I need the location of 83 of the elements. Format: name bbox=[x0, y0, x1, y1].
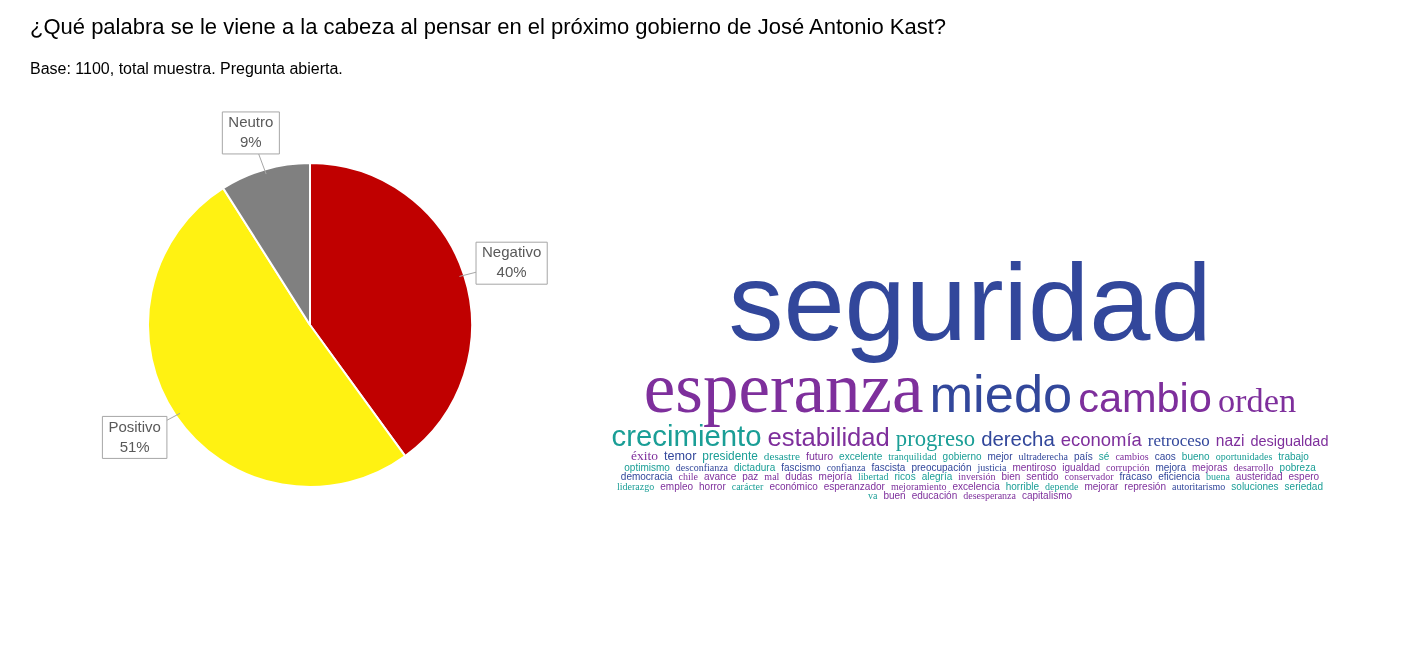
text: ricos bbox=[894, 471, 916, 483]
text: justicia bbox=[977, 461, 1007, 473]
text: mejoría bbox=[818, 471, 852, 483]
text: gobierno bbox=[942, 450, 982, 462]
text: carácter bbox=[731, 480, 764, 492]
text: autoritarismo bbox=[1172, 480, 1226, 492]
data-label: 9% bbox=[240, 133, 262, 151]
text: nazi bbox=[1215, 432, 1245, 450]
text: democracia bbox=[620, 471, 673, 483]
text: economía bbox=[1060, 429, 1142, 451]
text: paz bbox=[742, 471, 759, 483]
text: retroceso bbox=[1147, 431, 1210, 451]
text: temor bbox=[664, 448, 697, 463]
text: pobreza bbox=[1279, 461, 1316, 473]
text: desconfianza bbox=[675, 461, 729, 473]
slice-label: Neutro bbox=[228, 113, 274, 131]
text: sé bbox=[1098, 450, 1110, 462]
text: represión bbox=[1124, 480, 1166, 492]
text: mejora bbox=[1155, 461, 1186, 473]
text: soluciones bbox=[1231, 480, 1279, 492]
text: mal bbox=[764, 471, 780, 483]
text: futuro bbox=[805, 449, 834, 462]
text: espero bbox=[1288, 471, 1320, 483]
text: éxito bbox=[631, 447, 659, 463]
text: avance bbox=[704, 471, 737, 483]
text: eficiencia bbox=[1158, 471, 1200, 483]
text: bueno bbox=[1181, 450, 1210, 462]
text: horrible bbox=[1005, 480, 1040, 492]
text: desesperanza bbox=[963, 490, 1016, 502]
text: libertad bbox=[857, 471, 889, 483]
slice-label: Positivo bbox=[108, 417, 161, 435]
slice-label: Negativo bbox=[482, 243, 542, 261]
text: austeridad bbox=[1235, 471, 1283, 483]
text: buen bbox=[883, 490, 906, 502]
text: empleo bbox=[660, 480, 694, 492]
text: alegría bbox=[921, 471, 953, 483]
text: estabilidad bbox=[767, 423, 890, 452]
text: ultraderecha bbox=[1018, 450, 1068, 462]
text: corrupción bbox=[1106, 461, 1150, 473]
text: miedo bbox=[929, 364, 1073, 423]
text: presidente bbox=[702, 448, 758, 463]
text: depende bbox=[1045, 480, 1079, 492]
text: va bbox=[867, 490, 878, 502]
text: país bbox=[1073, 450, 1093, 462]
text: fracaso bbox=[1119, 471, 1153, 483]
text: tranquilidad bbox=[888, 450, 937, 462]
text: excelencia bbox=[952, 480, 1000, 492]
text: progreso bbox=[895, 426, 976, 452]
text: sentido bbox=[1026, 471, 1059, 483]
text: liderazgo bbox=[617, 480, 655, 492]
text: derecha bbox=[981, 428, 1055, 451]
chart-title: ¿Qué palabra se le viene a la cabeza al pensar en el próximo gobierno de José Antonio Kast? bbox=[30, 14, 947, 40]
text: fascismo bbox=[781, 461, 821, 473]
text: capitalismo bbox=[1022, 490, 1073, 502]
chart-subtitle: Base: 1100, total muestra. Pregunta abierta. bbox=[30, 60, 343, 78]
text: confianza bbox=[826, 461, 866, 473]
text: dictadura bbox=[734, 461, 776, 473]
text: mejorar bbox=[1084, 480, 1119, 492]
text: cambios bbox=[1115, 450, 1149, 462]
text: trabajo bbox=[1278, 450, 1309, 462]
text: mejor bbox=[987, 450, 1013, 462]
text: horror bbox=[699, 480, 726, 492]
text: dudas bbox=[785, 471, 813, 483]
data-label: 51% bbox=[119, 437, 150, 455]
text: mentiroso bbox=[1012, 461, 1057, 473]
text: bien bbox=[1001, 471, 1021, 483]
text: desarrollo bbox=[1233, 461, 1274, 473]
text: orden bbox=[1217, 380, 1297, 419]
text: oportunidades bbox=[1215, 450, 1273, 462]
text: fascista bbox=[871, 461, 906, 473]
text: económico bbox=[769, 480, 818, 492]
text: igualdad bbox=[1062, 461, 1101, 473]
text: cambio bbox=[1078, 373, 1212, 421]
text: preocupación bbox=[911, 461, 972, 473]
text: excelente bbox=[839, 450, 883, 462]
text: educación bbox=[911, 490, 958, 502]
text: mejoras bbox=[1192, 461, 1228, 473]
text: optimismo bbox=[624, 461, 670, 473]
text: desigualdad bbox=[1250, 433, 1329, 450]
text: chile bbox=[678, 471, 698, 483]
text: caos bbox=[1154, 450, 1176, 462]
data-label: 40% bbox=[496, 263, 527, 281]
text: desastre bbox=[763, 449, 800, 462]
